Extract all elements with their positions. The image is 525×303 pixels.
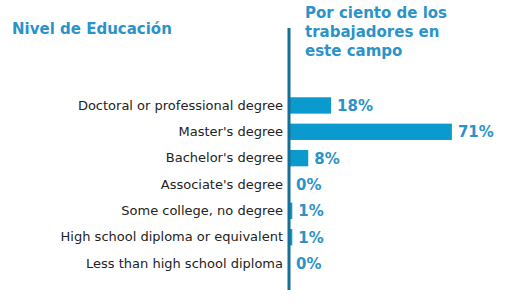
- data-label: 0%: [296, 255, 321, 273]
- chart: Nivel de Educación Por ciento de lostraba…: [0, 0, 525, 303]
- value-axis-title-line: trabajadores en: [305, 23, 439, 41]
- axis-line: [288, 28, 291, 290]
- value-axis-title: Por ciento de lostrabajadores eneste cam…: [305, 4, 447, 60]
- category-tick: Bachelor's degree: [166, 150, 283, 165]
- value-axis-title-line: este campo: [305, 42, 402, 60]
- data-label: 8%: [314, 150, 339, 168]
- data-label: 0%: [296, 176, 321, 194]
- category-label: High school diploma or equivalent: [61, 229, 283, 244]
- value-axis-title-line: Por ciento de los: [305, 4, 447, 22]
- category-axis: Doctoral or professional degree Master's …: [61, 98, 283, 271]
- category-tick: Doctoral or professional degree: [78, 98, 283, 113]
- category-label: Bachelor's degree: [166, 150, 283, 165]
- bar: [290, 97, 331, 113]
- category-tick: Less than high school diploma: [86, 256, 283, 271]
- data-labels: 18% 71% 8% 0% 1% 1% 0%: [296, 97, 494, 273]
- category-label: Doctoral or professional degree: [78, 98, 283, 113]
- category-tick: Master's degree: [179, 124, 283, 139]
- category-label: Master's degree: [179, 124, 283, 139]
- bars: [290, 97, 452, 245]
- data-label: 1%: [298, 229, 323, 247]
- category-tick: Some college, no degree: [121, 203, 283, 218]
- category-axis-title: Nivel de Educación: [12, 20, 172, 38]
- category-tick: Associate's degree: [161, 177, 283, 192]
- data-label: 18%: [337, 97, 373, 115]
- category-tick: High school diploma or equivalent: [61, 229, 283, 244]
- data-label: 1%: [298, 202, 323, 220]
- bar: [290, 124, 452, 140]
- category-label: Less than high school diploma: [86, 256, 283, 271]
- data-label: 71%: [458, 123, 494, 141]
- category-label: Associate's degree: [161, 177, 283, 192]
- bar: [290, 150, 308, 166]
- category-label: Some college, no degree: [121, 203, 283, 218]
